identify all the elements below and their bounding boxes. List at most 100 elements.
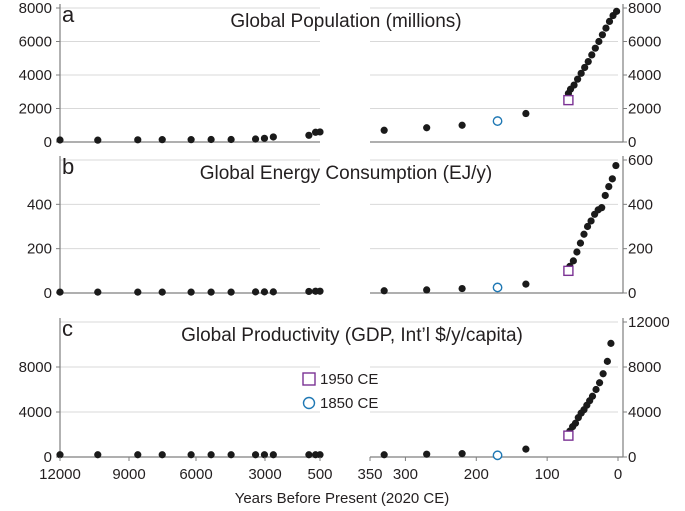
y-tick-label-left: 8000 bbox=[19, 359, 52, 376]
data-point-left bbox=[227, 451, 235, 459]
x-tick-label-left: 12000 bbox=[39, 466, 81, 483]
data-point-left bbox=[305, 287, 313, 296]
y-tick-label-right: 0 bbox=[628, 285, 636, 302]
marker-1850 bbox=[492, 116, 503, 126]
x-tick-label-right: 300 bbox=[393, 466, 418, 483]
data-point-right bbox=[380, 126, 388, 134]
x-tick-label-left: 9000 bbox=[112, 466, 145, 483]
y-tick-label-left: 0 bbox=[44, 285, 52, 302]
data-point-right bbox=[423, 124, 431, 132]
data-point-left bbox=[269, 288, 277, 296]
data-point-left bbox=[134, 288, 142, 296]
panel-letter: c bbox=[62, 316, 73, 341]
data-point-right bbox=[580, 230, 588, 238]
y-tick-label-left: 4000 bbox=[19, 404, 52, 421]
data-point-right bbox=[522, 109, 530, 118]
panel-c: 0 4000 8000 0 4000 8000 12000 c Global Productiv… bbox=[19, 314, 670, 483]
data-point-right bbox=[601, 191, 609, 200]
data-point-right bbox=[458, 450, 466, 458]
data-point-left bbox=[158, 136, 166, 144]
data-point-right bbox=[599, 370, 607, 378]
panel-letter: a bbox=[62, 2, 75, 27]
panel-title: Global Productivity (GDP, Int’l $/y/capi… bbox=[181, 325, 523, 346]
data-point-left bbox=[251, 288, 260, 296]
data-point-left bbox=[260, 451, 269, 459]
data-point-left bbox=[207, 451, 215, 459]
marker-1950 bbox=[563, 430, 574, 441]
data-point-right bbox=[576, 239, 585, 247]
y-tick-label-left: 0 bbox=[44, 134, 52, 151]
data-point-right bbox=[588, 392, 597, 400]
y-tick-label-right: 8000 bbox=[628, 0, 661, 17]
data-point-left bbox=[260, 134, 269, 142]
panel-title: Global Population (millions) bbox=[230, 11, 461, 32]
data-point-right bbox=[605, 183, 613, 191]
data-point-right bbox=[583, 222, 592, 231]
x-tick-label-right: 200 bbox=[464, 466, 489, 483]
y-tick-label-left: 6000 bbox=[19, 34, 52, 51]
data-point-left bbox=[56, 451, 64, 459]
data-point-left bbox=[316, 451, 324, 459]
data-point-left bbox=[316, 287, 324, 295]
data-point-left bbox=[187, 136, 195, 144]
y-tick-label-right: 400 bbox=[628, 196, 653, 213]
y-tick-label-left: 8000 bbox=[19, 0, 52, 17]
y-tick-label-right: 12000 bbox=[628, 314, 670, 331]
data-point-right bbox=[595, 37, 603, 46]
data-point-right bbox=[608, 175, 616, 183]
panel-title: Global Energy Consumption (EJ/y) bbox=[200, 163, 493, 184]
y-tick-label-right: 8000 bbox=[628, 359, 661, 376]
data-point-right bbox=[603, 357, 611, 365]
data-point-left bbox=[134, 136, 142, 144]
data-point-right bbox=[522, 280, 530, 288]
legend: 1950 CE 1850 CE bbox=[302, 371, 378, 412]
marker-1950 bbox=[563, 94, 574, 106]
data-point-right bbox=[598, 31, 607, 39]
data-point-right bbox=[612, 161, 620, 170]
data-point-right bbox=[587, 217, 595, 225]
data-point-right bbox=[380, 451, 388, 459]
data-point-right bbox=[574, 75, 582, 83]
marker-1850 bbox=[492, 450, 503, 461]
data-point-left bbox=[94, 136, 102, 144]
y-tick-label-left: 0 bbox=[44, 449, 52, 466]
data-point-right bbox=[570, 81, 578, 89]
y-tick-label-right: 0 bbox=[628, 134, 636, 151]
data-point-right bbox=[612, 7, 621, 15]
data-point-right bbox=[573, 248, 581, 256]
data-point-left bbox=[207, 288, 215, 296]
data-point-right bbox=[595, 379, 604, 387]
data-point-right bbox=[458, 121, 466, 129]
data-point-right bbox=[423, 450, 431, 458]
data-point-right bbox=[588, 51, 596, 59]
y-tick-label-right: 4000 bbox=[628, 67, 661, 84]
data-point-left bbox=[316, 128, 324, 136]
legend-marker-1950 bbox=[302, 372, 316, 386]
y-tick-label-left: 200 bbox=[27, 241, 52, 258]
legend-label-1850: 1850 CE bbox=[320, 395, 378, 412]
y-tick-label-right: 4000 bbox=[628, 404, 661, 421]
x-tick-label-left: 6000 bbox=[179, 466, 212, 483]
data-point-right bbox=[607, 339, 615, 347]
data-point-left bbox=[207, 135, 215, 144]
data-point-left bbox=[260, 288, 269, 296]
y-tick-label-right: 0 bbox=[628, 449, 636, 466]
marker-1850 bbox=[492, 282, 503, 293]
data-point-left bbox=[305, 131, 313, 139]
data-point-right bbox=[581, 63, 589, 72]
data-point-right bbox=[584, 58, 592, 66]
y-tick-label-left: 4000 bbox=[19, 67, 52, 84]
data-point-right bbox=[458, 284, 466, 293]
panel-a: 0 2000 4000 6000 8000 0 2000 4000 6000 8000 a Globa… bbox=[19, 0, 662, 151]
data-point-left bbox=[269, 451, 277, 459]
x-tick-label-right: 100 bbox=[535, 466, 560, 483]
data-point-right bbox=[598, 204, 606, 212]
data-point-left bbox=[56, 136, 64, 144]
data-point-right bbox=[569, 257, 577, 265]
x-tick-label-right: 350 bbox=[357, 466, 382, 483]
x-tick-label-left: 500 bbox=[307, 466, 332, 483]
y-tick-label-right: 2000 bbox=[628, 101, 661, 118]
data-point-left bbox=[251, 135, 260, 143]
